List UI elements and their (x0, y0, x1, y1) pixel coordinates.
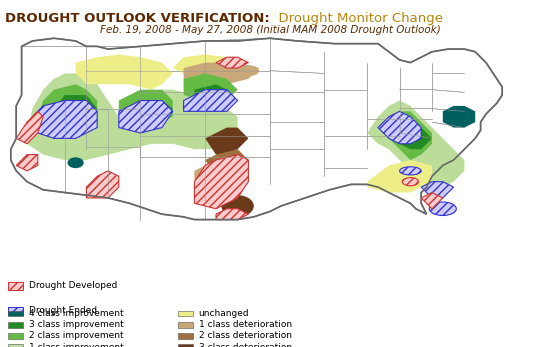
Polygon shape (205, 128, 248, 155)
FancyBboxPatch shape (8, 311, 23, 316)
Polygon shape (400, 122, 432, 149)
Polygon shape (194, 155, 248, 209)
FancyBboxPatch shape (8, 282, 23, 290)
Polygon shape (86, 171, 119, 198)
Text: Drought Developed: Drought Developed (29, 281, 117, 290)
Text: 2 class deterioration: 2 class deterioration (199, 331, 292, 340)
Ellipse shape (400, 167, 421, 175)
FancyBboxPatch shape (178, 344, 193, 347)
Polygon shape (76, 54, 173, 90)
Polygon shape (443, 106, 475, 128)
Polygon shape (216, 209, 248, 220)
Polygon shape (184, 62, 259, 84)
FancyBboxPatch shape (178, 333, 193, 339)
Ellipse shape (238, 65, 259, 76)
Polygon shape (32, 101, 97, 138)
Polygon shape (38, 84, 97, 133)
Polygon shape (11, 38, 502, 220)
Polygon shape (421, 182, 454, 198)
Polygon shape (367, 160, 432, 193)
Text: unchanged: unchanged (199, 309, 249, 318)
FancyBboxPatch shape (8, 333, 23, 339)
Polygon shape (421, 193, 443, 209)
FancyBboxPatch shape (8, 322, 23, 328)
Text: 3 class deterioration: 3 class deterioration (199, 342, 292, 347)
Polygon shape (367, 101, 464, 187)
Polygon shape (27, 74, 238, 160)
Polygon shape (16, 155, 38, 171)
Text: 1 class deterioration: 1 class deterioration (199, 320, 292, 329)
Text: 1 class improvement: 1 class improvement (29, 342, 123, 347)
FancyBboxPatch shape (178, 322, 193, 328)
Polygon shape (184, 90, 238, 111)
Polygon shape (184, 74, 238, 101)
Polygon shape (216, 57, 248, 68)
FancyBboxPatch shape (8, 344, 23, 347)
Ellipse shape (68, 157, 84, 168)
Polygon shape (16, 111, 43, 144)
Text: Feb. 19, 2008 - May 27, 2008 (Initial MAM 2008 Drought Outlook): Feb. 19, 2008 - May 27, 2008 (Initial MA… (99, 25, 441, 35)
Text: DROUGHT OUTLOOK VERIFICATION:: DROUGHT OUTLOOK VERIFICATION: (5, 12, 270, 25)
Text: Drought Monitor Change: Drought Monitor Change (270, 12, 443, 25)
Polygon shape (173, 54, 238, 79)
Polygon shape (54, 95, 97, 122)
Polygon shape (205, 149, 248, 176)
Text: Drought Ended: Drought Ended (29, 306, 97, 315)
Text: 2 class improvement: 2 class improvement (29, 331, 123, 340)
Polygon shape (140, 101, 173, 122)
FancyBboxPatch shape (8, 307, 23, 315)
Polygon shape (194, 155, 248, 193)
FancyBboxPatch shape (178, 311, 193, 316)
Ellipse shape (429, 202, 456, 215)
Polygon shape (119, 101, 173, 133)
Text: 4 class improvement: 4 class improvement (29, 309, 123, 318)
Polygon shape (389, 111, 432, 160)
Polygon shape (378, 111, 421, 144)
Polygon shape (119, 90, 173, 128)
Ellipse shape (221, 195, 254, 217)
Text: 3 class improvement: 3 class improvement (29, 320, 123, 329)
Polygon shape (194, 84, 227, 101)
Ellipse shape (402, 178, 418, 186)
